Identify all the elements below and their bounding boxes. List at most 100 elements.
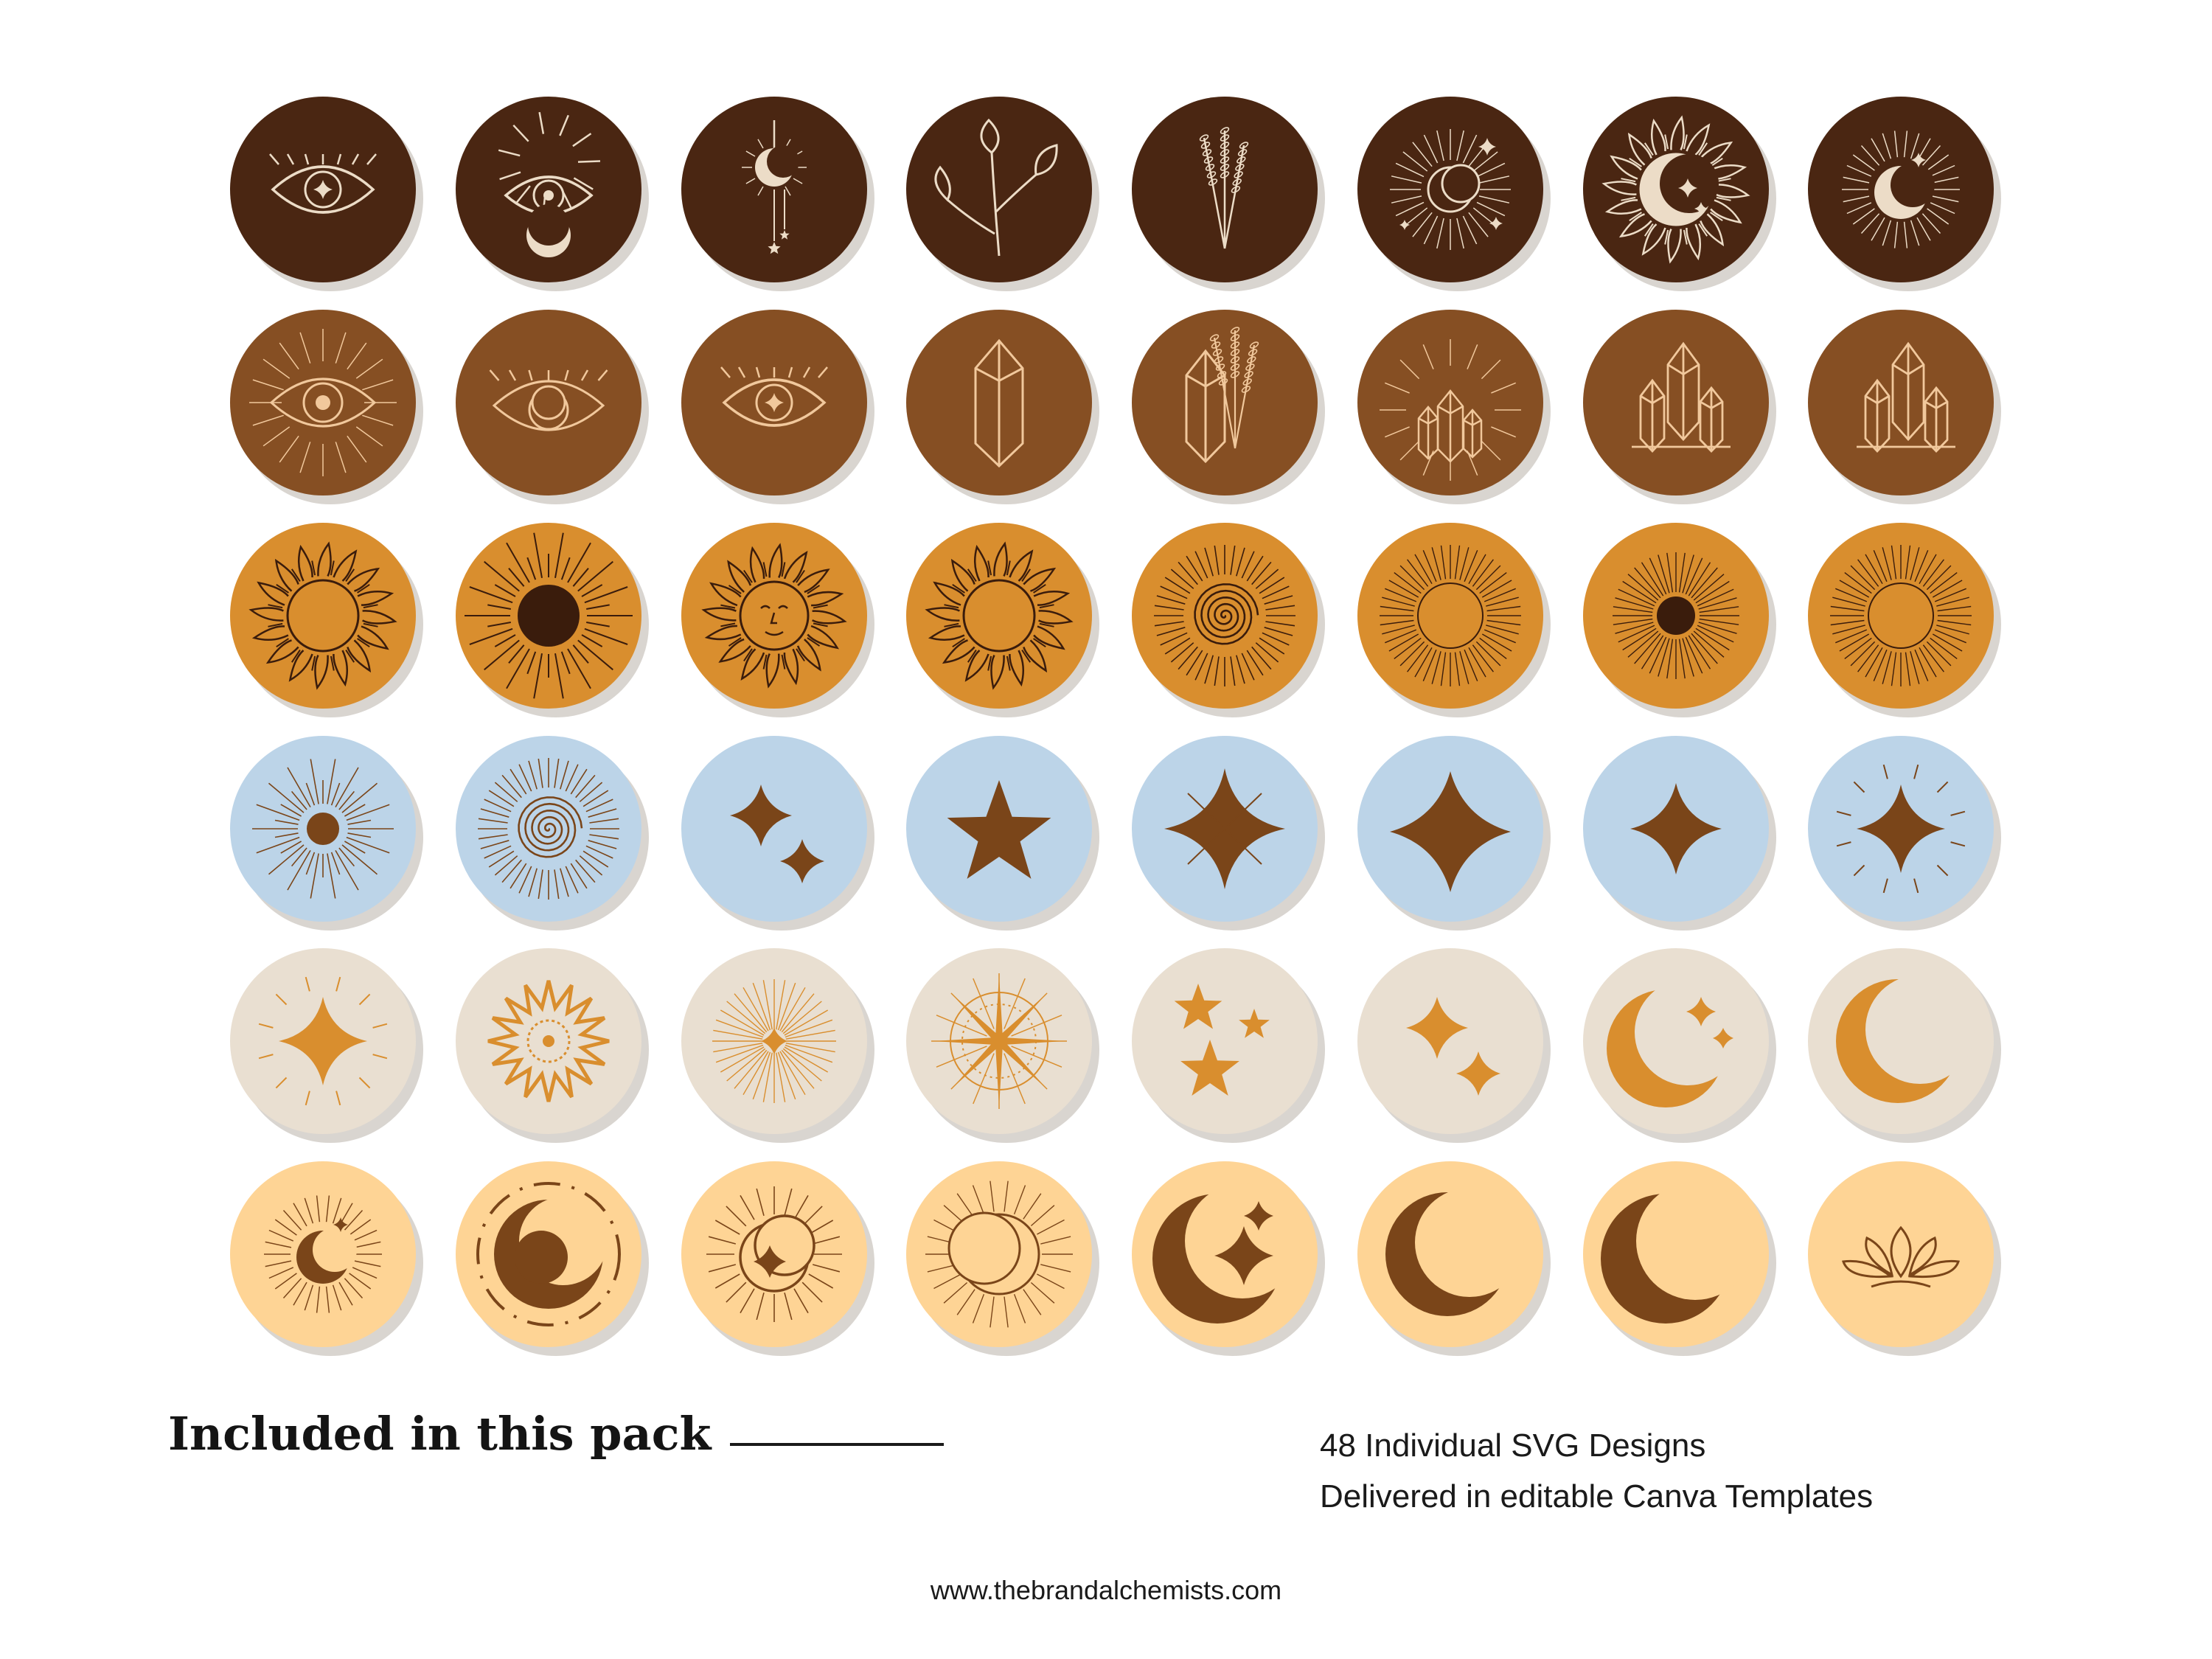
highlight-cover bbox=[1132, 97, 1325, 291]
sparkle-rays-icon bbox=[1164, 768, 1285, 889]
cover-disc bbox=[1132, 523, 1318, 709]
crescent-icon bbox=[1385, 1188, 1524, 1316]
cover-disc bbox=[1132, 97, 1318, 282]
mystic-eye-icon bbox=[498, 111, 601, 257]
hanging-moon-icon bbox=[742, 120, 807, 254]
highlight-cover bbox=[1808, 736, 2001, 931]
highlight-cover bbox=[1357, 97, 1551, 291]
highlight-cover bbox=[1583, 1161, 1776, 1356]
cover-disc bbox=[1583, 1161, 1769, 1347]
cover-disc bbox=[1583, 97, 1769, 282]
highlight-cover bbox=[681, 948, 874, 1143]
cover-disc bbox=[1357, 736, 1543, 922]
spiral-sun-icon bbox=[478, 758, 619, 900]
highlight-cover bbox=[1132, 736, 1325, 931]
icon-grid bbox=[230, 97, 2001, 1356]
sun-moon-icon bbox=[1601, 115, 1750, 264]
highlight-cover bbox=[1583, 736, 1776, 931]
highlight-cover bbox=[1583, 948, 1776, 1143]
cover-disc bbox=[906, 1161, 1092, 1347]
highlight-cover bbox=[230, 310, 423, 504]
highlight-cover bbox=[681, 736, 874, 931]
cover-disc bbox=[681, 523, 867, 709]
cover-disc bbox=[906, 736, 1092, 922]
spiral-sun-icon bbox=[1154, 545, 1295, 686]
highlight-cover bbox=[906, 310, 1099, 504]
cover-disc bbox=[1808, 523, 1994, 709]
highlight-cover bbox=[906, 736, 1099, 931]
highlight-cover bbox=[906, 1161, 1099, 1356]
feature-canva-templates: Delivered in editable Canva Templates bbox=[1320, 1478, 1874, 1514]
highlight-cover bbox=[456, 736, 649, 931]
highlight-cover bbox=[681, 1161, 874, 1356]
moon-sparkles-icon bbox=[1607, 979, 1741, 1107]
crescent-icon bbox=[1836, 975, 1975, 1103]
cover-disc bbox=[1132, 736, 1318, 922]
crystal-icon bbox=[974, 338, 1024, 468]
cover-disc bbox=[681, 736, 867, 922]
cover-disc bbox=[456, 310, 641, 495]
spiky-sun-icon bbox=[487, 980, 610, 1102]
highlight-cover bbox=[1583, 97, 1776, 291]
highlight-cover bbox=[681, 523, 874, 717]
highlight-cover bbox=[456, 523, 649, 717]
cover-disc bbox=[456, 523, 641, 709]
highlight-cover bbox=[456, 97, 649, 291]
highlight-cover bbox=[906, 97, 1099, 291]
cover-disc bbox=[906, 97, 1092, 282]
cover-disc bbox=[1132, 948, 1318, 1134]
cover-disc bbox=[1808, 97, 1994, 282]
highlight-cover bbox=[456, 1161, 649, 1356]
highlight-cover bbox=[230, 948, 423, 1143]
cover-disc bbox=[1808, 1161, 1994, 1347]
crystal-cluster-icon bbox=[1857, 341, 1955, 453]
cover-disc bbox=[230, 97, 416, 282]
cover-disc bbox=[681, 310, 867, 495]
cover-disc bbox=[906, 948, 1092, 1134]
eye-icon bbox=[720, 366, 828, 427]
cover-disc bbox=[456, 97, 641, 282]
outline-moon-icon bbox=[925, 1180, 1073, 1328]
lavender-icon bbox=[1199, 127, 1249, 249]
cover-disc bbox=[681, 948, 867, 1134]
highlight-cover bbox=[906, 523, 1099, 717]
highlight-cover bbox=[1357, 736, 1551, 931]
twin-sparkle-icon bbox=[1406, 997, 1500, 1096]
cover-disc bbox=[230, 523, 416, 709]
leaf-sprig-icon bbox=[934, 118, 1058, 257]
twin-sparkle-icon bbox=[730, 785, 824, 883]
star-burst-icon bbox=[712, 979, 836, 1103]
cover-disc bbox=[906, 523, 1092, 709]
crystal-lavender-icon bbox=[1185, 327, 1259, 464]
highlight-cover bbox=[1357, 523, 1551, 717]
highlight-cover bbox=[681, 97, 874, 291]
crystal-cluster-icon bbox=[1632, 341, 1731, 453]
moon-burst-icon bbox=[1390, 129, 1511, 250]
highlight-cover bbox=[1583, 310, 1776, 504]
highlight-cover bbox=[1357, 1161, 1551, 1356]
three-stars-icon bbox=[1174, 984, 1270, 1096]
sparkle-burst-icon bbox=[1836, 764, 1966, 894]
ray-sun-icon bbox=[1830, 545, 1972, 686]
highlight-cover bbox=[456, 310, 649, 504]
highlight-cover bbox=[456, 948, 649, 1143]
cover-disc bbox=[681, 97, 867, 282]
highlight-cover bbox=[681, 310, 874, 504]
cover-disc bbox=[230, 736, 416, 922]
highlight-cover bbox=[1132, 1161, 1325, 1356]
highlight-cover bbox=[1808, 310, 2001, 504]
cover-disc bbox=[1357, 1161, 1543, 1347]
cover-disc bbox=[1583, 310, 1769, 495]
lotus-icon bbox=[1841, 1225, 1961, 1288]
small-sparkle-icon bbox=[1630, 783, 1722, 874]
sparkle-burst-icon bbox=[258, 976, 388, 1106]
feature-svg-count: 48 Individual SVG Designs bbox=[1320, 1427, 1706, 1464]
cover-disc bbox=[1808, 736, 1994, 922]
dark-dot-sun-icon bbox=[1613, 552, 1739, 679]
ray-sun-icon bbox=[1380, 545, 1521, 686]
highlight-cover bbox=[1357, 948, 1551, 1143]
highlight-cover bbox=[1808, 523, 2001, 717]
moon-star-burst-icon bbox=[706, 1186, 842, 1322]
thin-crescent-icon bbox=[1601, 1182, 1754, 1324]
cover-disc bbox=[1808, 948, 1994, 1134]
